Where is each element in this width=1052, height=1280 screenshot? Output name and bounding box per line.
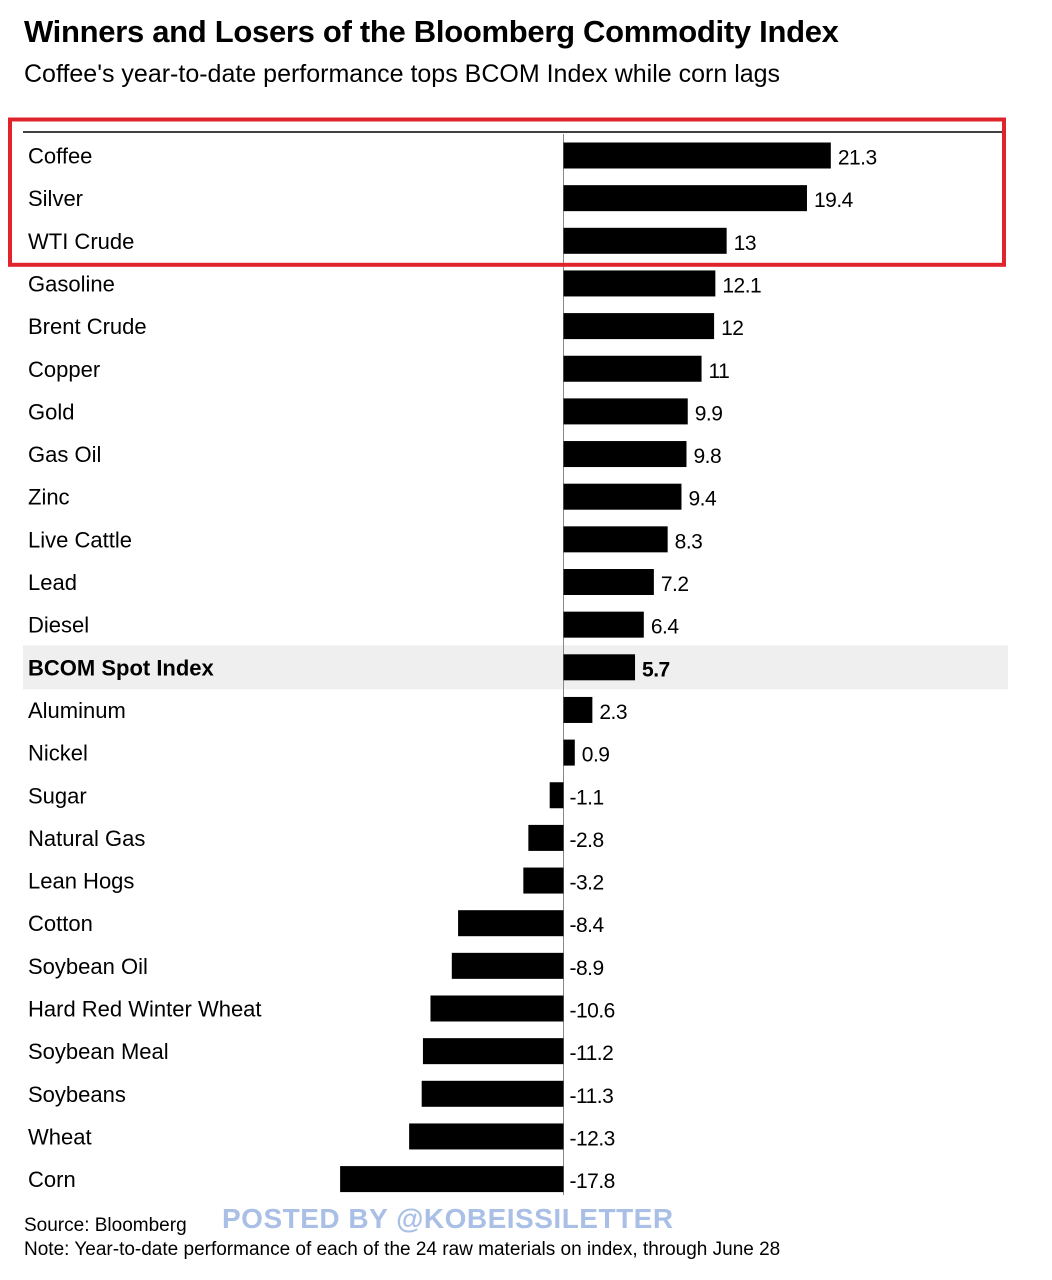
bar xyxy=(340,1166,564,1193)
source-note: Source: Bloomberg xyxy=(24,1215,187,1236)
value-label: -12.3 xyxy=(570,1127,615,1150)
category-label: Coffee xyxy=(28,144,92,169)
category-label: Soybean Oil xyxy=(28,954,148,979)
value-label: 8.3 xyxy=(675,530,703,553)
category-label: Natural Gas xyxy=(28,826,145,851)
value-label: -11.3 xyxy=(570,1085,614,1108)
category-label: Zinc xyxy=(28,485,70,510)
footnote: Note: Year-to-date performance of each o… xyxy=(24,1239,781,1260)
value-label: 0.9 xyxy=(582,744,610,767)
category-label: Copper xyxy=(28,357,100,382)
chart-title: Winners and Losers of the Bloomberg Comm… xyxy=(24,14,839,49)
value-label: -17.8 xyxy=(570,1170,615,1193)
category-label: Soybeans xyxy=(28,1082,126,1107)
category-label: BCOM Spot Index xyxy=(28,655,215,680)
highlight-box xyxy=(8,117,1006,267)
bar xyxy=(563,270,716,297)
value-label: -10.6 xyxy=(570,1000,615,1023)
category-label: Cotton xyxy=(28,911,93,936)
category-label: Gas Oil xyxy=(28,442,101,467)
bar xyxy=(563,654,636,681)
bar xyxy=(563,526,668,553)
value-label: 6.4 xyxy=(651,616,680,639)
index-row-background xyxy=(23,645,1008,690)
bar xyxy=(563,355,702,382)
value-label: 13 xyxy=(734,232,756,255)
bar xyxy=(523,867,564,894)
value-label: 9.8 xyxy=(693,445,721,468)
category-label: Live Cattle xyxy=(28,527,132,552)
bar xyxy=(563,569,654,595)
value-label: -3.2 xyxy=(570,872,604,895)
value-label: 19.4 xyxy=(814,189,854,212)
chart-subtitle: Coffee's year-to-date performance tops B… xyxy=(24,60,781,88)
category-label: Gold xyxy=(28,399,74,424)
value-label: 5.7 xyxy=(642,658,670,681)
bar xyxy=(528,824,564,851)
bar xyxy=(563,142,831,169)
value-label: -8.4 xyxy=(570,914,605,937)
bar xyxy=(563,185,807,212)
category-label: Hard Red Winter Wheat xyxy=(28,997,262,1022)
bar xyxy=(563,739,575,766)
category-label: Sugar xyxy=(28,783,87,808)
bar xyxy=(563,398,688,425)
value-label: -11.2 xyxy=(570,1042,614,1065)
category-label: Soybean Meal xyxy=(28,1039,169,1064)
category-label: WTI Crude xyxy=(28,229,134,254)
value-label: 7.2 xyxy=(661,573,689,596)
value-label: 9.4 xyxy=(688,488,717,511)
category-label: Brent Crude xyxy=(28,314,147,339)
bar xyxy=(563,227,727,254)
bar xyxy=(409,1123,564,1150)
category-label: Diesel xyxy=(28,613,89,638)
bar xyxy=(422,1038,564,1065)
category-label: Gasoline xyxy=(28,271,115,296)
value-label: -8.9 xyxy=(570,957,604,980)
bar xyxy=(563,313,715,340)
value-label: 21.3 xyxy=(838,147,877,170)
category-label: Lead xyxy=(28,570,77,595)
bar xyxy=(430,995,564,1022)
bar xyxy=(549,782,564,809)
watermark-text: POSTED BY @KOBEISSILETTER xyxy=(222,1203,674,1234)
bar xyxy=(563,696,593,723)
bar xyxy=(563,483,682,510)
value-label: -2.8 xyxy=(570,829,604,852)
value-label: 9.9 xyxy=(695,402,723,425)
value-label: 12 xyxy=(721,317,743,340)
category-label: Aluminum xyxy=(28,698,126,723)
bar xyxy=(563,441,687,468)
bar xyxy=(458,910,564,937)
value-label: 11 xyxy=(709,360,730,383)
value-label: 12.1 xyxy=(722,274,761,297)
bar xyxy=(451,952,564,979)
category-label: Silver xyxy=(28,186,83,211)
value-label: 2.3 xyxy=(599,701,627,724)
category-label: Wheat xyxy=(28,1124,92,1149)
category-label: Corn xyxy=(28,1167,76,1192)
category-label: Nickel xyxy=(28,741,88,766)
value-label: -1.1 xyxy=(570,786,604,809)
bar xyxy=(563,611,644,638)
bar xyxy=(421,1080,564,1107)
category-label: Lean Hogs xyxy=(28,869,134,894)
